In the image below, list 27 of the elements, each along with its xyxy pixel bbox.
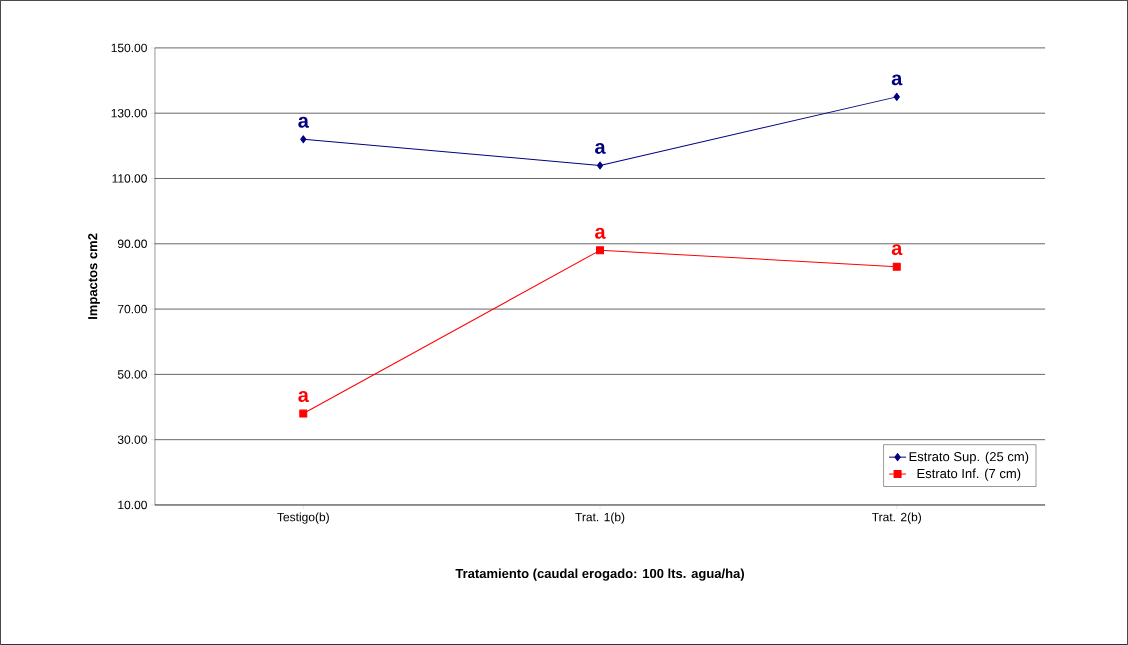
point <box>299 409 308 418</box>
y-tick-label: 90.00 <box>117 239 147 249</box>
y-tick-label: 150.00 <box>111 43 147 53</box>
x-tick-label: Trat. 2(b) <box>872 512 921 524</box>
annotation: a <box>298 116 309 128</box>
y-tick-label: 10.00 <box>118 500 147 510</box>
annotation: a <box>298 391 309 403</box>
point <box>893 92 900 101</box>
y-tick-label: 30.00 <box>117 435 147 444</box>
legend-label: Estrato Sup. (25 cm) <box>909 451 1029 464</box>
point <box>596 246 605 255</box>
annotation: a <box>891 244 903 256</box>
legend-label: Estrato Inf. (7 cm) <box>917 468 1021 481</box>
annotation: a <box>595 142 606 154</box>
annotation: a <box>595 227 606 239</box>
y-tick-label: 130.00 <box>111 108 147 118</box>
point <box>300 135 307 144</box>
y-axis-title: Impactos cm2 <box>88 233 100 319</box>
x-axis-title: Tratamiento (caudal erogado: 100 lts. agua/ha) <box>455 568 744 581</box>
y-tick-label: 110.00 <box>112 174 147 183</box>
y-tick-label: 70.00 <box>117 304 147 314</box>
point <box>892 262 901 271</box>
annotation: a <box>891 74 903 86</box>
x-tick-label: Testigo(b) <box>277 512 329 524</box>
point <box>596 161 604 170</box>
y-tick-label: 50.00 <box>117 370 147 379</box>
x-tick-label: Trat. 1(b) <box>575 512 625 524</box>
